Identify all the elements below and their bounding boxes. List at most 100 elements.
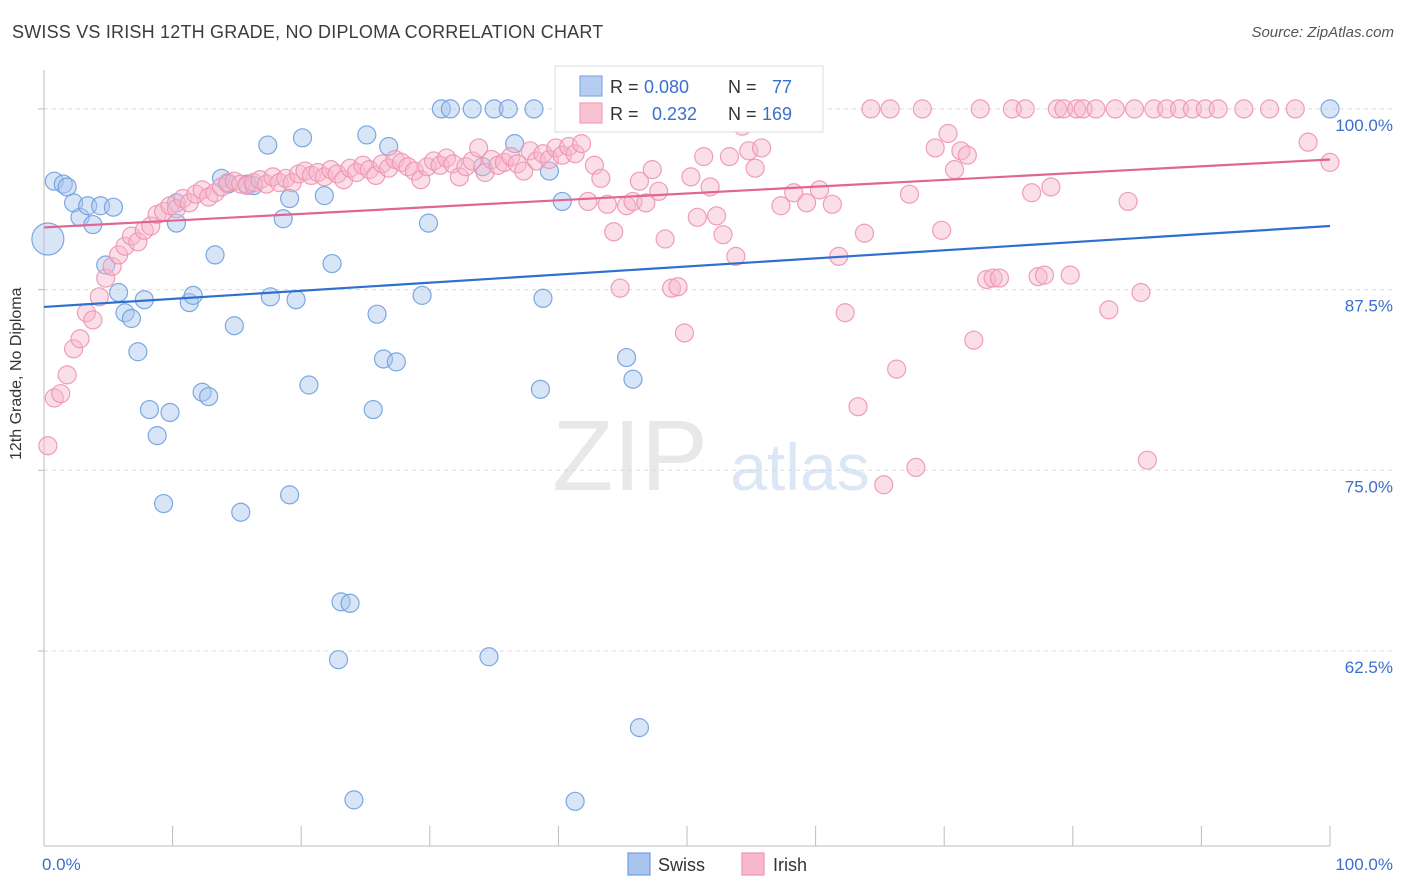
point-swiss: [386, 352, 406, 372]
point-swiss: [367, 304, 387, 324]
point-irish: [1060, 265, 1080, 285]
y-tick-label: 75.0%: [1345, 477, 1393, 496]
point-swiss: [322, 253, 342, 274]
axes: [38, 70, 1331, 847]
point-swiss: [418, 213, 439, 233]
point-irish: [70, 329, 90, 349]
point-irish: [726, 246, 746, 266]
point-irish: [906, 457, 926, 478]
point-swiss: [57, 177, 77, 197]
stats-n-value-irish: 169: [762, 104, 792, 124]
point-irish: [1067, 99, 1087, 119]
point-irish: [681, 167, 701, 187]
point-irish: [1022, 183, 1042, 203]
point-swiss: [1320, 99, 1340, 119]
point-irish: [591, 168, 611, 188]
point-swiss: [183, 285, 203, 305]
point-irish: [83, 310, 103, 330]
point-irish: [745, 158, 765, 178]
point-irish: [514, 161, 534, 181]
point-swiss: [539, 161, 559, 181]
point-swiss: [440, 99, 460, 119]
point-irish: [771, 196, 791, 216]
point-swiss: [344, 790, 364, 810]
point-swiss: [363, 399, 383, 420]
y-tick-label: 100.0%: [1335, 116, 1393, 135]
point-irish: [899, 184, 920, 204]
point-swiss: [565, 791, 585, 811]
point-irish: [925, 138, 945, 158]
watermark: ZIP atlas: [552, 400, 870, 512]
legend-label-irish: Irish: [773, 855, 807, 875]
stats-n-value-swiss: 77: [772, 77, 792, 97]
point-irish: [578, 191, 598, 212]
point-irish: [449, 167, 469, 187]
chart-title: SWISS VS IRISH 12TH GRADE, NO DIPLOMA CO…: [12, 22, 604, 42]
point-irish: [719, 147, 740, 167]
point-swiss: [224, 316, 244, 336]
series-legend: Swiss Irish: [627, 852, 807, 876]
point-swiss: [623, 369, 643, 389]
point-irish: [938, 123, 958, 144]
point-irish: [1105, 99, 1125, 119]
trend-line-irish: [43, 158, 1331, 229]
point-irish: [649, 181, 669, 201]
point-irish: [96, 268, 116, 288]
point-swiss: [524, 99, 544, 119]
stats-n-label-irish: N =: [728, 104, 757, 124]
point-swiss: [31, 222, 65, 256]
point-swiss: [258, 135, 278, 155]
point-irish: [1208, 99, 1228, 119]
point-irish: [1234, 99, 1254, 119]
point-irish: [565, 144, 585, 164]
point-swiss: [128, 342, 148, 362]
point-irish: [539, 149, 559, 170]
point-irish: [501, 147, 521, 167]
point-irish: [655, 229, 675, 249]
stats-r-label-swiss: R =: [610, 77, 639, 97]
point-swiss: [280, 188, 300, 209]
x-tick-label-min: 0.0%: [42, 855, 81, 874]
x-tick-label-max: 100.0%: [1335, 855, 1393, 874]
stats-r-value-irish: 0.232: [652, 104, 697, 124]
point-irish: [887, 359, 907, 379]
series-irish-points: [38, 99, 1340, 495]
point-irish: [989, 268, 1010, 288]
point-swiss: [299, 375, 319, 395]
point-swiss: [147, 426, 167, 446]
point-irish: [880, 99, 900, 119]
point-irish: [1086, 99, 1106, 119]
point-irish: [1124, 99, 1145, 119]
point-swiss: [205, 245, 225, 265]
point-irish: [861, 99, 881, 119]
y-tick-label: 62.5%: [1345, 658, 1393, 677]
stats-swatch-swiss: [579, 75, 603, 97]
point-irish: [604, 222, 624, 242]
point-swiss: [103, 197, 124, 217]
trend-line-swiss: [43, 224, 1331, 309]
point-irish: [674, 323, 695, 343]
point-irish: [38, 436, 58, 456]
point-swiss: [199, 386, 219, 407]
stats-r-value-swiss: 0.080: [644, 77, 689, 97]
point-irish: [128, 232, 148, 252]
watermark-zip: ZIP: [552, 400, 708, 512]
point-irish: [751, 138, 772, 158]
point-swiss: [357, 125, 377, 145]
point-irish: [874, 475, 894, 495]
point-irish: [642, 160, 662, 180]
point-swiss: [479, 647, 499, 667]
point-irish: [661, 278, 682, 298]
point-irish: [1259, 99, 1280, 119]
point-swiss: [280, 485, 300, 505]
point-irish: [1298, 132, 1318, 152]
point-swiss: [340, 593, 360, 613]
point-irish: [854, 223, 875, 243]
point-irish: [964, 330, 984, 350]
point-swiss: [139, 399, 160, 420]
point-irish: [822, 194, 842, 214]
point-swiss: [629, 718, 650, 738]
point-irish: [1028, 266, 1048, 287]
stats-r-label-irish: R =: [610, 104, 639, 124]
